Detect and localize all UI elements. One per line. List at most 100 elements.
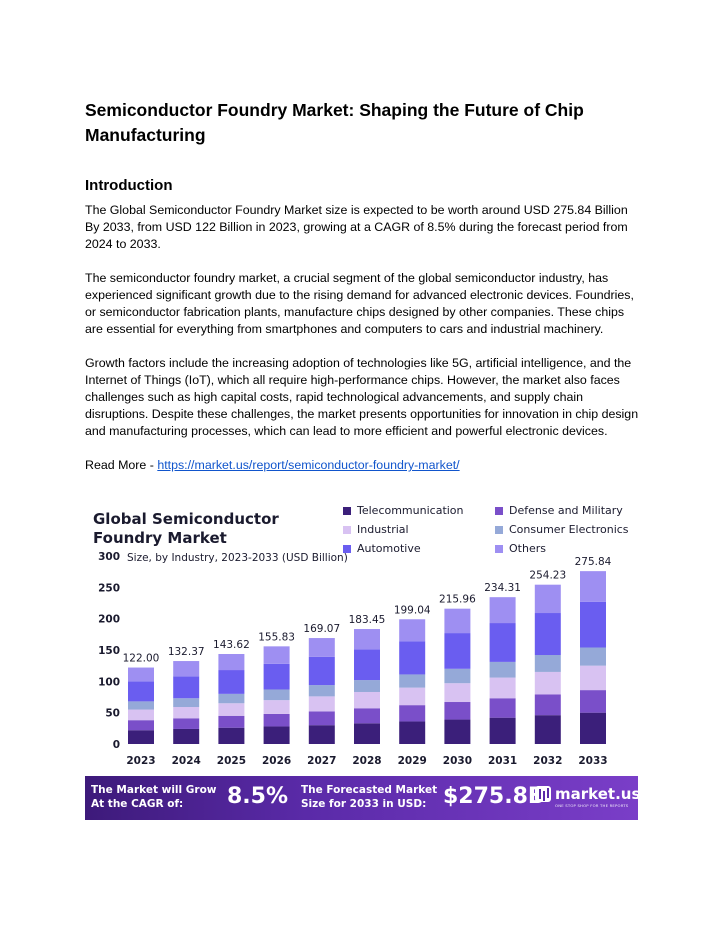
bar-total-label: 155.83	[258, 631, 295, 643]
bar-segment-automotive	[173, 676, 200, 699]
bar-total-label: 122.00	[123, 653, 160, 665]
bar-segment-others	[580, 571, 606, 602]
bar-segment-defense-and-military	[128, 720, 154, 731]
bar-segment-consumer-electronics	[218, 693, 245, 704]
bar-segment-automotive	[128, 681, 154, 702]
chart: 0 50 100 150 200 250 300 122.00 2023 132.37 2024 14…	[98, 551, 612, 767]
bar-segment-automotive	[399, 641, 426, 675]
bar-segment-defense-and-military	[580, 690, 606, 713]
x-tick-label: 2025	[217, 755, 246, 767]
bar-segment-consumer-electronics	[173, 698, 200, 708]
bar-segment-telecommunication	[128, 730, 154, 744]
y-tick-label: 300	[98, 551, 120, 563]
bar-segment-automotive	[489, 623, 516, 662]
brand-logo: market.us ONE STOP SHOP FOR THE REPORTS	[535, 784, 638, 808]
legend-swatch	[495, 525, 503, 534]
bar-segment-others	[173, 661, 200, 677]
bar-segment-industrial	[489, 677, 516, 699]
bar-segment-others	[399, 619, 426, 642]
bar-total-label: 169.07	[303, 623, 340, 635]
document-body: Semiconductor Foundry Market: Shaping th…	[85, 98, 645, 474]
y-tick-label: 0	[113, 739, 120, 751]
bar-segment-consumer-electronics	[263, 689, 290, 701]
bar-segment-defense-and-military	[534, 694, 561, 716]
legend-item-telecommunication: Telecommunication	[343, 504, 464, 517]
y-tick-label: 150	[98, 645, 120, 657]
legend-label: Defense and Military	[509, 504, 623, 517]
brand-tagline: ONE STOP SHOP FOR THE REPORTS	[555, 803, 629, 808]
bar-segment-industrial	[399, 687, 426, 706]
bar-segment-consumer-electronics	[534, 655, 561, 672]
bar-segment-telecommunication	[444, 719, 471, 744]
bar-segment-consumer-electronics	[444, 668, 471, 684]
paragraph-1: The Global Semiconductor Foundry Market …	[85, 203, 628, 251]
bar-segment-industrial	[173, 707, 200, 719]
bar-segment-others	[218, 653, 245, 671]
legend-item-defense-and-military: Defense and Military	[495, 504, 623, 517]
bar-segment-defense-and-military	[173, 718, 200, 729]
legend-label: Consumer Electronics	[509, 523, 629, 536]
bar-segment-consumer-electronics	[399, 674, 426, 688]
bar-segment-consumer-electronics	[580, 647, 606, 666]
bar-segment-automotive	[444, 633, 471, 669]
legend-label: Others	[509, 542, 546, 555]
bar-segment-others	[354, 629, 380, 650]
bar-segment-telecommunication	[308, 725, 335, 744]
bar-segment-defense-and-military	[489, 698, 516, 718]
legend-item-others: Others	[495, 542, 546, 555]
paragraph-3: Growth factors include the increasing ad…	[85, 356, 639, 438]
legend-swatch	[343, 506, 351, 515]
bar-total-label: 215.96	[439, 594, 476, 606]
y-tick-label: 200	[98, 614, 120, 626]
paragraph-2: The semiconductor foundry market, a cruc…	[85, 271, 634, 336]
x-tick-label: 2032	[533, 755, 562, 767]
bar-segment-others	[444, 608, 471, 634]
bar-segment-industrial	[444, 683, 471, 703]
x-tick-label: 2024	[172, 755, 201, 767]
bar-segment-automotive	[580, 601, 606, 648]
x-tick-label: 2029	[398, 755, 427, 767]
x-tick-label: 2026	[262, 755, 291, 767]
bar-segment-telecommunication	[218, 727, 245, 744]
summary-banner: The Market will Grow At the CAGR of: 8.5…	[85, 776, 638, 820]
bar-segment-defense-and-military	[263, 713, 290, 727]
section-heading: Introduction	[85, 177, 173, 194]
bar-total-label: 143.62	[213, 639, 250, 651]
bar-segment-automotive	[308, 656, 335, 686]
bar-segment-others	[489, 597, 516, 624]
bar-segment-telecommunication	[534, 715, 561, 744]
legend-item-automotive: Automotive	[343, 542, 421, 555]
x-tick-label: 2023	[126, 755, 155, 767]
bar-segment-industrial	[218, 703, 245, 716]
bar-segment-industrial	[534, 671, 561, 695]
bar-total-label: 254.23	[529, 570, 566, 582]
cagr-label: The Market will Grow At the CAGR of:	[91, 784, 217, 810]
bar-total-label: 275.84	[575, 556, 612, 568]
read-more-link[interactable]: https://market.us/report/semiconductor-f…	[157, 458, 460, 472]
bar-chart-icon	[535, 786, 551, 802]
bar-segment-telecommunication	[263, 726, 290, 744]
chart-subtitle: Size, by Industry, 2023-2033 (USD Billio…	[127, 552, 348, 564]
read-more-prefix: Read More -	[85, 458, 158, 472]
cagr-value: 8.5%	[227, 784, 289, 809]
brand-name: market.us	[555, 784, 638, 803]
bar-total-label: 132.37	[168, 646, 205, 658]
legend-swatch	[495, 544, 503, 553]
x-tick-label: 2027	[307, 755, 336, 767]
bar-segment-consumer-electronics	[489, 661, 516, 678]
bar-segment-others	[534, 584, 561, 614]
bar-segment-others	[128, 667, 154, 682]
bar-segment-defense-and-military	[354, 708, 380, 724]
bar-segment-defense-and-military	[308, 711, 335, 726]
bar-total-label: 199.04	[394, 604, 431, 616]
bar-segment-telecommunication	[489, 717, 516, 744]
forecast-label: The Forecasted Market Size for 2033 in U…	[301, 784, 438, 810]
bar-segment-industrial	[128, 709, 154, 721]
bar-segment-telecommunication	[354, 723, 380, 744]
bar-segment-consumer-electronics	[308, 685, 335, 697]
bar-segment-consumer-electronics	[354, 680, 380, 692]
legend-swatch	[343, 544, 351, 553]
legend-item-industrial: Industrial	[343, 523, 409, 536]
bar-total-label: 183.45	[349, 614, 386, 626]
x-tick-label: 2028	[352, 755, 381, 767]
